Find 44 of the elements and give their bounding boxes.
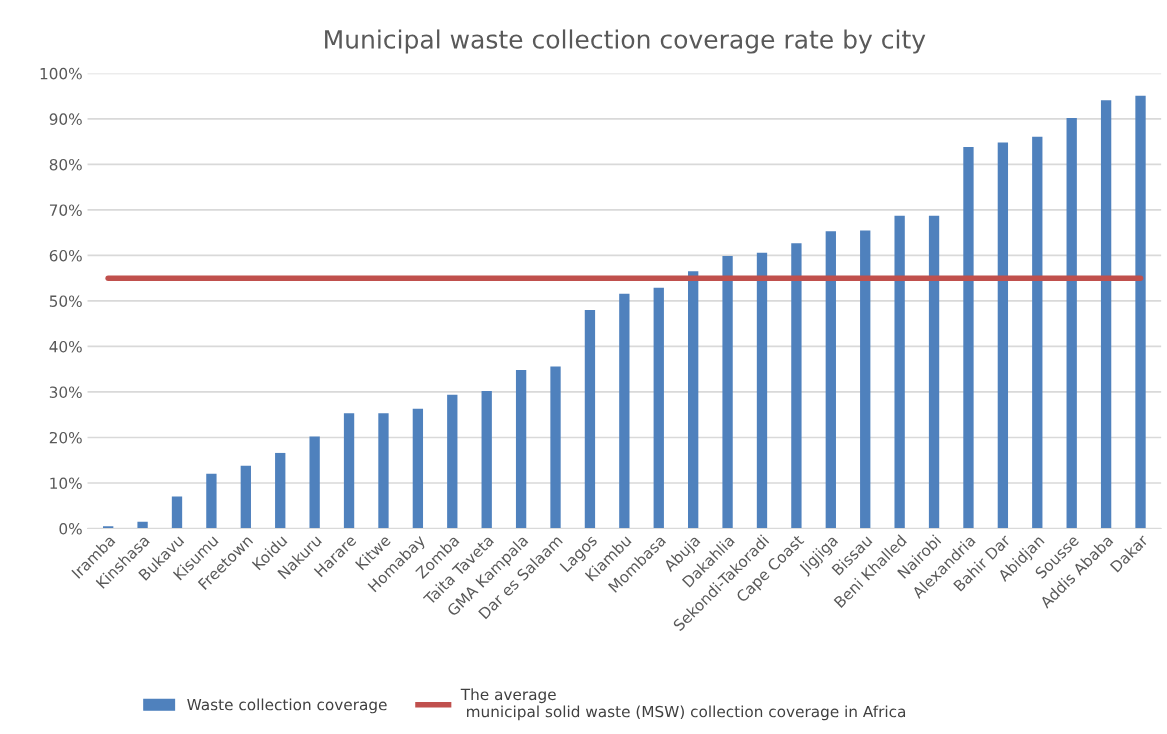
bar [1100, 100, 1112, 529]
bar [309, 436, 320, 529]
y-tick-label: 50% [49, 295, 82, 307]
bar [447, 394, 458, 529]
bar [275, 452, 286, 529]
y-tick-label: 0% [59, 522, 82, 535]
bar [412, 408, 424, 529]
bar [997, 142, 1009, 529]
bar [240, 465, 251, 529]
bar [756, 252, 768, 529]
y-tick-label: 70% [49, 204, 82, 216]
bar [481, 391, 492, 529]
bar [963, 147, 974, 529]
bar [550, 366, 561, 529]
bar [928, 215, 940, 529]
bar [1066, 118, 1077, 529]
bar [1135, 95, 1146, 529]
bar [653, 287, 664, 529]
y-tick-label: 80% [49, 158, 82, 171]
bar [378, 413, 389, 529]
chart-title: Municipal waste collection coverage rate by city [325, 29, 926, 54]
bar [722, 255, 733, 529]
bar [688, 271, 699, 529]
y-tick-label: 30% [49, 386, 82, 398]
y-tick-label: 60% [49, 249, 82, 262]
bar [137, 521, 148, 529]
y-tick-label: 40% [49, 340, 82, 353]
y-tick-label: 90% [49, 113, 82, 125]
bar [1032, 136, 1043, 529]
bar [791, 243, 802, 529]
bar [825, 231, 836, 529]
bar [860, 230, 871, 529]
bar [619, 293, 630, 529]
bar [515, 370, 527, 529]
y-tick-label: 100% [40, 67, 82, 80]
bar [171, 496, 183, 529]
bar [343, 413, 355, 529]
y-tick-label: 20% [49, 431, 82, 444]
bar [894, 215, 905, 529]
bar [206, 473, 217, 529]
y-tick-label: 10% [50, 477, 82, 489]
legend-label: The average municipal solid waste (MSW) collection coverage in Africa [460, 688, 906, 721]
bar [584, 310, 596, 529]
legend-label: Waste collection coverage [187, 698, 387, 714]
